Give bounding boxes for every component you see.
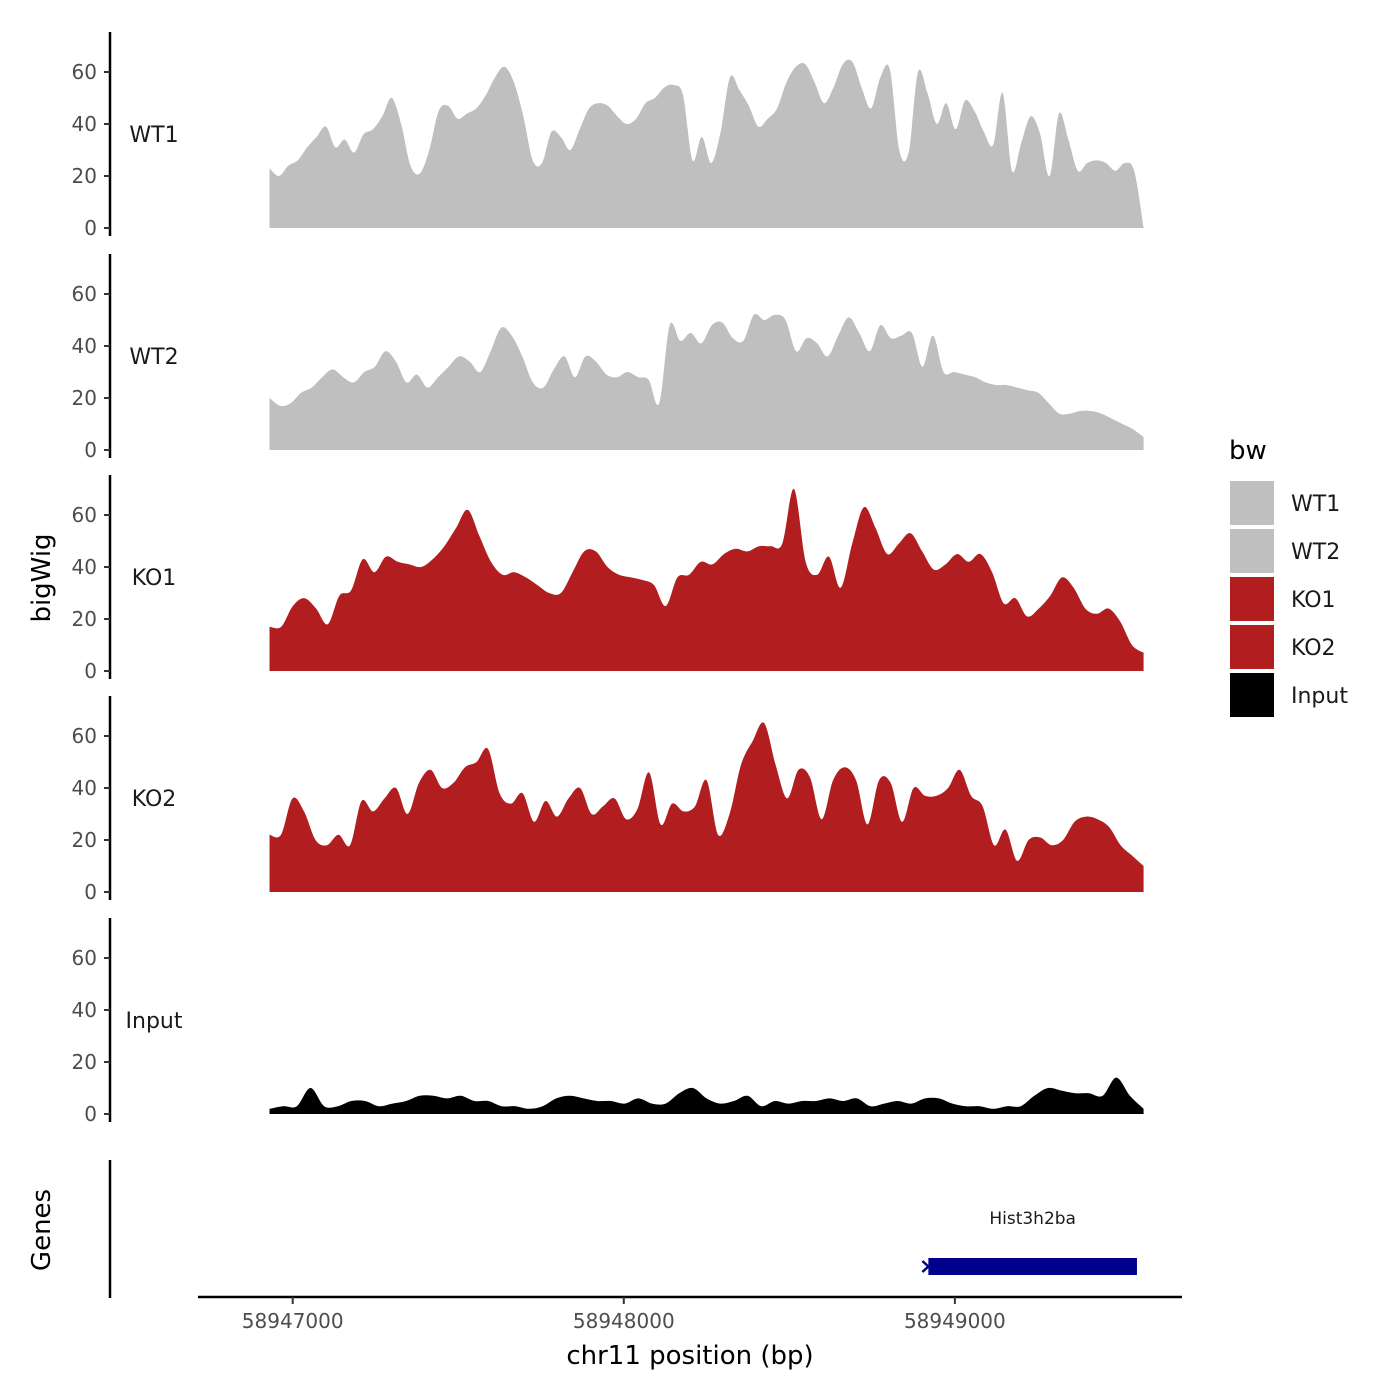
legend-swatch-wt2 [1228, 527, 1276, 575]
x-axis-title: chr11 position (bp) [566, 1341, 813, 1371]
gene-strand-arrow [921, 1260, 931, 1273]
y-tick-label: 20 [72, 164, 97, 188]
y-tick-label: 0 [84, 438, 97, 462]
y-tick-label: 40 [72, 112, 97, 136]
legend-label-wt2: WT2 [1291, 540, 1340, 565]
gene-body [928, 1258, 1137, 1275]
genes-track-title: Genes [27, 1189, 57, 1271]
y-tick-label: 0 [84, 659, 97, 683]
track-panel-ko2: 0 20 40 60 KO2 [72, 696, 1144, 904]
track-panel-wt2: 0 20 40 60 WT2 [72, 254, 1144, 462]
coverage-area-ko2 [269, 722, 1144, 892]
track-label: WT2 [129, 345, 178, 370]
y-tick-label: 20 [72, 607, 97, 631]
coverage-area-ko1 [269, 488, 1144, 671]
track-panel-wt1: 0 20 40 60 WT1 [72, 32, 1144, 240]
y-tick-label: 60 [72, 724, 97, 748]
legend-swatch-wt1 [1228, 479, 1276, 527]
coverage-area-wt1 [269, 59, 1144, 228]
track-label: Input [126, 1009, 183, 1034]
x-tick-label: 58949000 [904, 1309, 1006, 1333]
legend: bw WT1 WT2 KO1 KO2 Input [1228, 436, 1348, 719]
y-tick-label: 20 [72, 828, 97, 852]
y-tick-label: 0 [84, 1102, 97, 1126]
y-tick-label: 40 [72, 998, 97, 1022]
y-tick-label: 20 [72, 386, 97, 410]
track-label: KO1 [132, 566, 177, 591]
coverage-area-input [269, 1077, 1144, 1114]
track-panel-input: 0 20 40 60 Input [72, 918, 1144, 1126]
y-tick-label: 40 [72, 555, 97, 579]
track-label: WT1 [129, 123, 178, 148]
y-tick-label: 60 [72, 503, 97, 527]
legend-title: bw [1229, 436, 1267, 466]
gene-label: Hist3h2ba [989, 1209, 1076, 1229]
x-tick-label: 58948000 [573, 1309, 675, 1333]
x-tick-label: 58947000 [242, 1309, 344, 1333]
track-label: KO2 [132, 787, 177, 812]
legend-label-ko2: KO2 [1291, 636, 1336, 661]
legend-swatch-input [1228, 671, 1276, 719]
genes-track: Hist3h2ba [108, 1160, 1137, 1298]
track-panel-ko1: 0 20 40 60 KO1 [72, 475, 1144, 683]
y-tick-label: 60 [72, 946, 97, 970]
y-tick-label: 40 [72, 776, 97, 800]
legend-label-ko1: KO1 [1291, 588, 1336, 613]
coverage-area-wt2 [269, 313, 1144, 450]
legend-swatch-ko1 [1228, 575, 1276, 623]
y-axis-title: bigWig [27, 533, 57, 622]
x-axis: 58947000 58948000 58949000 [198, 1295, 1182, 1333]
track-panels: 0 20 40 60 WT1 0 20 40 60 WT2 0 20 40 60 KO1 0 20 40 60 KO2… [72, 32, 1144, 1126]
y-tick-label: 60 [72, 60, 97, 84]
legend-swatch-ko2 [1228, 623, 1276, 671]
y-tick-label: 40 [72, 334, 97, 358]
y-tick-label: 0 [84, 216, 97, 240]
y-tick-label: 20 [72, 1050, 97, 1074]
legend-label-wt1: WT1 [1291, 492, 1340, 517]
legend-label-input: Input [1291, 684, 1348, 709]
y-tick-label: 0 [84, 880, 97, 904]
y-tick-label: 60 [72, 282, 97, 306]
